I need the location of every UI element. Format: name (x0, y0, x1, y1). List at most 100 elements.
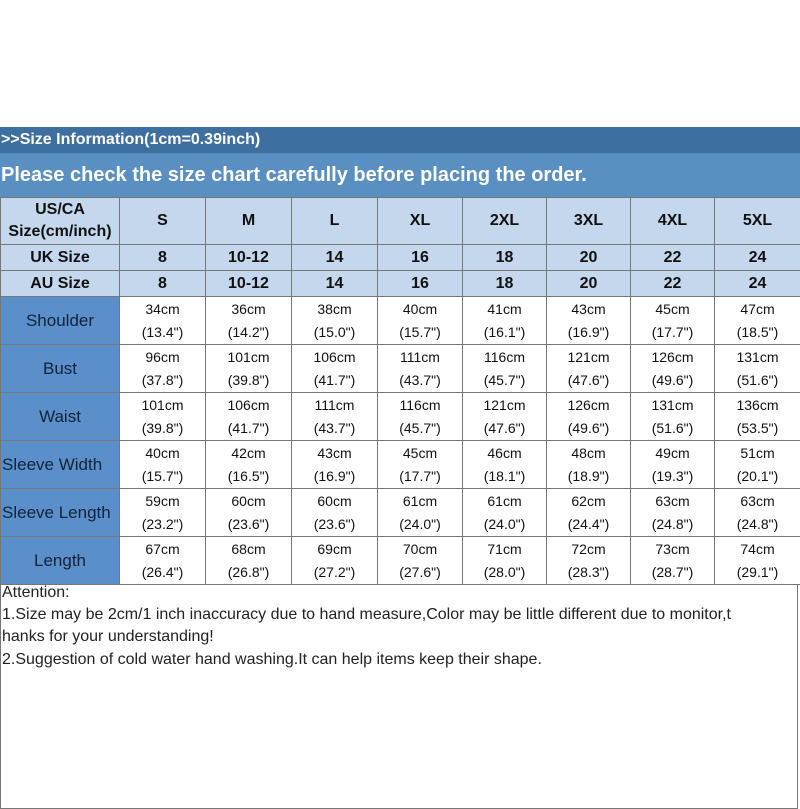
size-info-title: >>Size Information(1cm=0.39inch) (1, 131, 260, 149)
inch-value: (53.5") (715, 417, 800, 440)
inch-value: (39.8") (206, 369, 291, 392)
inch-value: (14.2") (206, 321, 291, 344)
measurement-cell: 63cm(24.8") (631, 489, 715, 537)
cm-value: 116cm (463, 346, 546, 369)
size-header: L (292, 198, 378, 245)
inch-value: (47.6") (547, 369, 630, 392)
cm-value: 126cm (631, 346, 714, 369)
cm-value: 45cm (631, 298, 714, 321)
au-size-cell: 8 (120, 271, 206, 297)
measurement-cell: 59cm(23.2") (120, 489, 206, 537)
inch-value: (49.6") (631, 369, 714, 392)
inch-value: (28.3") (547, 561, 630, 584)
inch-value: (37.8") (120, 369, 205, 392)
attention-note-1b: hanks for your understanding! (2, 628, 214, 646)
cm-value: 106cm (206, 394, 291, 417)
uk-size-cell: 20 (547, 245, 631, 271)
cm-value: 40cm (378, 298, 462, 321)
cm-value: 46cm (463, 442, 546, 465)
measurement-cell: 40cm(15.7") (120, 441, 206, 489)
measurement-label: Shoulder (1, 297, 120, 345)
inch-value: (16.9") (547, 321, 630, 344)
cm-value: 121cm (547, 346, 630, 369)
attention-notes: Attention: 1.Size may be 2cm/1 inch inac… (0, 584, 798, 809)
cm-value: 43cm (292, 442, 377, 465)
cm-value: 42cm (206, 442, 291, 465)
uk-size-label: UK Size (1, 245, 120, 271)
uk-size-cell: 16 (378, 245, 463, 271)
measurement-label: Length (1, 537, 120, 585)
uk-size-cell: 22 (631, 245, 715, 271)
attention-title: Attention: (2, 584, 70, 602)
au-size-cell: 16 (378, 271, 463, 297)
measurement-cell: 63cm(24.8") (715, 489, 800, 537)
cm-value: 63cm (631, 490, 714, 513)
au-size-cell: 14 (292, 271, 378, 297)
cm-value: 70cm (378, 538, 462, 561)
au-size-cell: 20 (547, 271, 631, 297)
us-label-line2: Size(cm/inch) (1, 221, 119, 243)
measurement-cell: 126cm(49.6") (547, 393, 631, 441)
cm-value: 69cm (292, 538, 377, 561)
measurement-cell: 42cm(16.5") (206, 441, 292, 489)
au-size-cell: 10-12 (206, 271, 292, 297)
au-size-label: AU Size (1, 271, 120, 297)
inch-value: (45.7") (378, 417, 462, 440)
measurement-cell: 116cm(45.7") (463, 345, 547, 393)
inch-value: (24.0") (463, 513, 546, 536)
measurement-cell: 131cm(51.6") (715, 345, 800, 393)
size-header: 2XL (463, 198, 547, 245)
measurement-cell: 68cm(26.8") (206, 537, 292, 585)
measurement-cell: 136cm(53.5") (715, 393, 800, 441)
inch-value: (24.8") (631, 513, 714, 536)
inch-value: (15.0") (292, 321, 377, 344)
measurement-cell: 111cm(43.7") (378, 345, 463, 393)
inch-value: (24.0") (378, 513, 462, 536)
inch-value: (28.0") (463, 561, 546, 584)
cm-value: 51cm (715, 442, 800, 465)
inch-value: (20.1") (715, 465, 800, 488)
size-header: S (120, 198, 206, 245)
inch-value: (15.7") (120, 465, 205, 488)
cm-value: 49cm (631, 442, 714, 465)
cm-value: 36cm (206, 298, 291, 321)
size-header: 3XL (547, 198, 631, 245)
cm-value: 47cm (715, 298, 800, 321)
inch-value: (17.7") (378, 465, 462, 488)
cm-value: 59cm (120, 490, 205, 513)
measurement-cell: 96cm(37.8") (120, 345, 206, 393)
measurement-cell: 73cm(28.7") (631, 537, 715, 585)
cm-value: 126cm (547, 394, 630, 417)
cm-value: 62cm (547, 490, 630, 513)
measurement-cell: 38cm(15.0") (292, 297, 378, 345)
cm-value: 38cm (292, 298, 377, 321)
measurement-cell: 46cm(18.1") (463, 441, 547, 489)
cm-value: 131cm (715, 346, 800, 369)
cm-value: 101cm (120, 394, 205, 417)
inch-value: (27.2") (292, 561, 377, 584)
cm-value: 60cm (206, 490, 291, 513)
size-header: 5XL (715, 198, 800, 245)
inch-value: (23.2") (120, 513, 205, 536)
measurement-cell: 106cm(41.7") (206, 393, 292, 441)
cm-value: 74cm (715, 538, 800, 561)
inch-value: (49.6") (547, 417, 630, 440)
cm-value: 34cm (120, 298, 205, 321)
au-size-cell: 18 (463, 271, 547, 297)
us-size-label: US/CA Size(cm/inch) (1, 198, 120, 245)
cm-value: 43cm (547, 298, 630, 321)
inch-value: (51.6") (715, 369, 800, 392)
uk-size-cell: 14 (292, 245, 378, 271)
attention-note-1a: 1.Size may be 2cm/1 inch inaccuracy due … (2, 606, 731, 624)
size-header: XL (378, 198, 463, 245)
uk-size-cell: 18 (463, 245, 547, 271)
measurement-cell: 47cm(18.5") (715, 297, 800, 345)
measurement-cell: 40cm(15.7") (378, 297, 463, 345)
inch-value: (45.7") (463, 369, 546, 392)
inch-value: (17.7") (631, 321, 714, 344)
measurement-cell: 116cm(45.7") (378, 393, 463, 441)
